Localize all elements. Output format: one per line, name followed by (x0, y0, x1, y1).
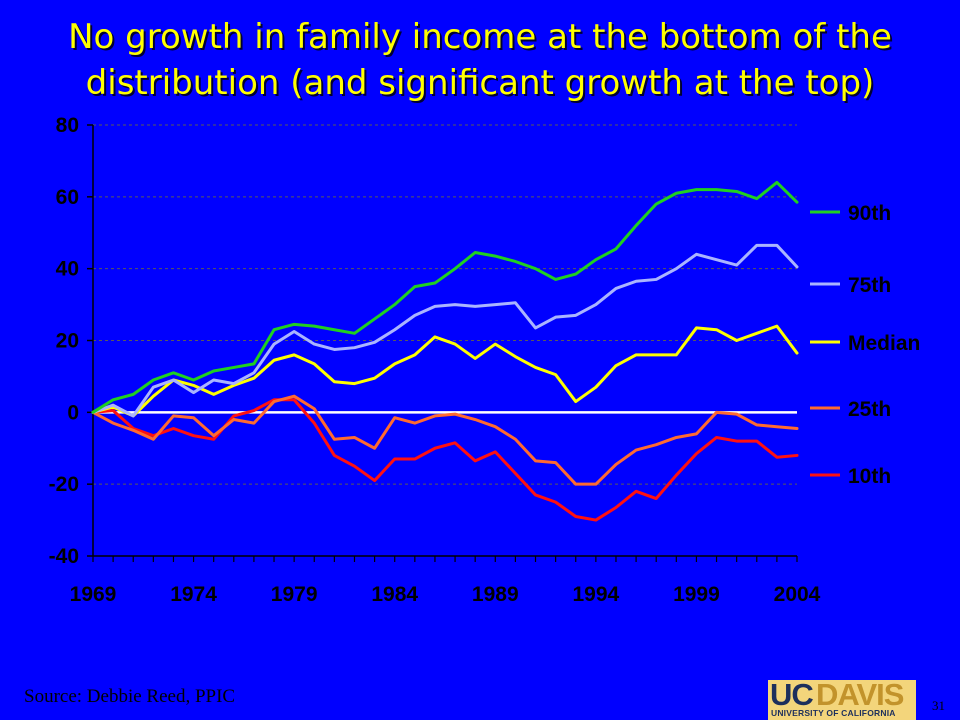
legend-label-median: Median (848, 332, 920, 355)
y-tick-label: -20 (49, 473, 79, 496)
legend-label-90th: 90th (848, 202, 891, 225)
logo-university-text: UNIVERSITY OF CALIFORNIA (771, 708, 896, 718)
x-tick-label: 1979 (271, 583, 318, 606)
series-line-median (91, 324, 799, 418)
legend-label-25th: 25th (848, 398, 891, 421)
source-note: Source: Debbie Reed, PPIC (24, 686, 236, 707)
title-line-1: No growth in family income at the bottom… (68, 17, 892, 57)
y-tick-label: 80 (56, 114, 79, 137)
series-line-10th (91, 398, 799, 522)
x-tick-label: 1999 (673, 583, 720, 606)
x-tick-label: 1974 (170, 583, 217, 606)
series-line-25th (91, 394, 799, 486)
x-tick-label: 1989 (472, 583, 519, 606)
series-line-90th (91, 180, 799, 414)
legend-label-75th: 75th (848, 274, 891, 297)
title-line-2: distribution (and significant growth at … (85, 63, 875, 103)
y-tick-label: 20 (56, 330, 79, 353)
y-tick-label: 0 (67, 401, 79, 424)
ucdavis-logo: UC DAVIS UNIVERSITY OF CALIFORNIA (768, 677, 916, 720)
legend-label-10th: 10th (848, 465, 891, 488)
slide-title: No growth in family income at the bottom… (0, 14, 960, 106)
series-line-75th (91, 243, 799, 418)
y-tick-label: 60 (56, 186, 79, 209)
logo-davis-text: DAVIS (816, 677, 904, 712)
slide-number: 31 (932, 698, 945, 713)
logo-uc-text: UC (770, 677, 814, 712)
y-tick-label: 40 (56, 258, 79, 281)
x-tick-label: 1969 (70, 583, 117, 606)
x-tick-label: 2004 (774, 583, 821, 606)
y-tick-label: -40 (49, 545, 79, 568)
x-tick-label: 1984 (371, 583, 418, 606)
x-tick-label: 1994 (572, 583, 619, 606)
